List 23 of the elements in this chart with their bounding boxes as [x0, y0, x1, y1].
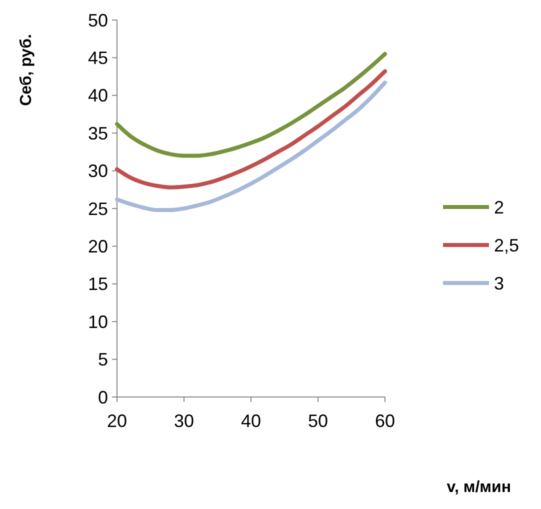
legend-label: 2	[494, 197, 504, 218]
y-tick-label: 25	[88, 198, 108, 219]
x-tick-label: 50	[308, 411, 328, 431]
y-tick-label: 0	[98, 387, 108, 408]
y-tick-label: 10	[88, 312, 108, 332]
y-tick-label: 40	[88, 86, 108, 106]
y-tick-label: 20	[88, 236, 108, 256]
line-series	[115, 52, 387, 158]
x-tick-label: 60	[374, 411, 396, 431]
y-tick-label: 30	[88, 161, 108, 182]
line-series	[115, 80, 387, 212]
y-tick-label: 50	[88, 10, 108, 30]
x-tick-label: 30	[174, 411, 194, 431]
y-axis-title: Себ, руб.	[18, 34, 35, 106]
legend-label: 2,5	[494, 235, 520, 256]
y-tick-label: 35	[88, 123, 108, 144]
y-tick-label: 15	[88, 274, 108, 294]
line-series	[115, 69, 387, 190]
x-axis-title: v, м/мин	[446, 479, 511, 496]
y-tick-label: 45	[88, 48, 108, 68]
legend-label: 3	[494, 273, 504, 294]
y-tick-label: 5	[98, 350, 108, 370]
x-tick-label: 40	[240, 411, 262, 431]
